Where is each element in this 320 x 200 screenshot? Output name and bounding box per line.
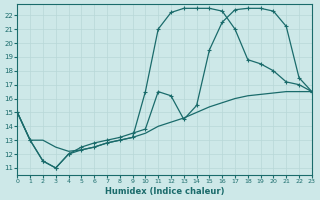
X-axis label: Humidex (Indice chaleur): Humidex (Indice chaleur) bbox=[105, 187, 224, 196]
